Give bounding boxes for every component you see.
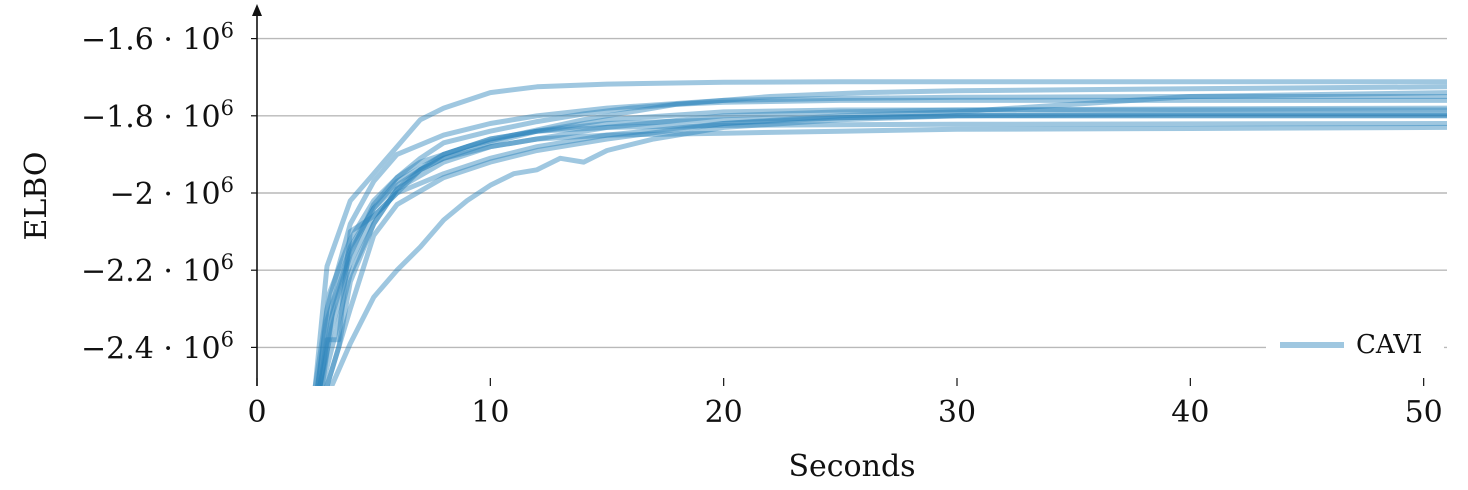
- grid-lines: [257, 37, 1447, 349]
- series-line-6: [315, 113, 1447, 386]
- series-line-2: [319, 107, 1447, 386]
- legend-background: [1266, 320, 1444, 366]
- y-tick-label-1: −2.2 · 106: [81, 250, 234, 289]
- x-tick-label-1: 10: [471, 395, 509, 430]
- y-tick-label-2: −2 · 106: [110, 173, 234, 212]
- series-line-4: [329, 111, 1447, 386]
- x-axis-label: Seconds: [788, 449, 915, 484]
- y-tick-labels: −2.4 · 106 −2.2 · 106 −2 · 106 −1.8 · 106 −1…: [81, 19, 257, 366]
- series-lines: [312, 79, 1447, 386]
- y-tick-label-3: −1.8 · 106: [81, 96, 234, 135]
- x-tick-labels: 0 10 20 30 40 50: [247, 378, 1443, 430]
- y-axis-arrow: [252, 4, 262, 16]
- series-line-3: [324, 113, 1447, 386]
- legend: CAVI: [1266, 320, 1444, 366]
- series-line-1: [312, 94, 1447, 386]
- series-line-7: [317, 90, 1447, 386]
- x-tick-label-5: 50: [1405, 395, 1443, 430]
- y-tick-label-4: −1.6 · 106: [81, 19, 234, 58]
- series-line-8: [317, 97, 1447, 386]
- y-axis-label: ELBO: [19, 151, 54, 240]
- x-tick-label-0: 0: [247, 395, 266, 430]
- series-line-5: [317, 121, 1447, 386]
- series-line-0: [312, 79, 1447, 386]
- x-tick-label-2: 20: [705, 395, 743, 430]
- x-tick-label-4: 40: [1171, 395, 1209, 430]
- x-tick-label-3: 30: [938, 395, 976, 430]
- axes: [252, 4, 262, 386]
- y-tick-label-0: −2.4 · 106: [81, 327, 234, 366]
- series-line-9: [319, 124, 1447, 386]
- series-line-11: [315, 84, 1447, 386]
- legend-entry-cavi: CAVI: [1356, 330, 1422, 360]
- series-line-10: [324, 105, 1447, 386]
